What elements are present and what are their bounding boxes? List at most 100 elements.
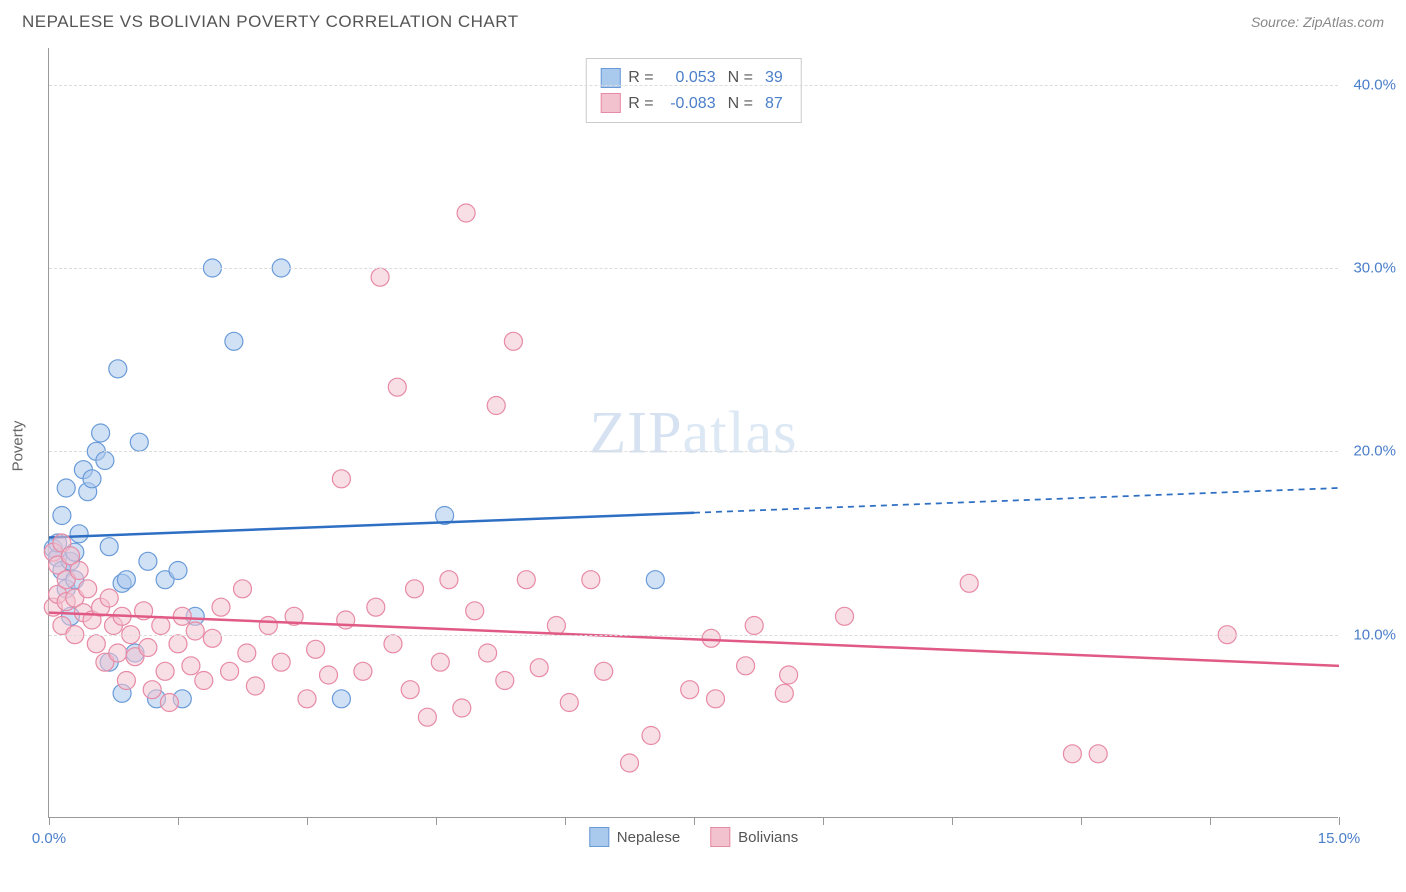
- ytick-label: 30.0%: [1353, 260, 1396, 277]
- r-value-nepalese: 0.053: [666, 65, 716, 91]
- data-point: [418, 708, 436, 726]
- data-point: [100, 589, 118, 607]
- data-point: [702, 629, 720, 647]
- xtick: [565, 817, 566, 825]
- xtick: [49, 817, 50, 825]
- data-point: [1089, 745, 1107, 763]
- data-point: [160, 694, 178, 712]
- data-point: [259, 617, 277, 635]
- data-point: [139, 552, 157, 570]
- xtick: [952, 817, 953, 825]
- data-point: [117, 571, 135, 589]
- data-point: [595, 662, 613, 680]
- data-point: [238, 644, 256, 662]
- legend-row-nepalese: R = 0.053 N = 39: [600, 65, 786, 91]
- data-point: [384, 635, 402, 653]
- data-point: [453, 699, 471, 717]
- data-point: [479, 644, 497, 662]
- xtick: [823, 817, 824, 825]
- data-point: [504, 332, 522, 350]
- data-point: [960, 574, 978, 592]
- trendline-dashed: [694, 488, 1339, 513]
- n-value-nepalese: 39: [765, 65, 783, 91]
- data-point: [517, 571, 535, 589]
- data-point: [582, 571, 600, 589]
- data-point: [560, 694, 578, 712]
- xtick-label: 0.0%: [32, 830, 66, 847]
- legend-label-bolivians: Bolivians: [738, 829, 798, 846]
- data-point: [388, 378, 406, 396]
- data-point: [496, 672, 514, 690]
- data-point: [130, 433, 148, 451]
- data-point: [737, 657, 755, 675]
- gridline: [49, 268, 1338, 269]
- data-point: [332, 690, 350, 708]
- xtick: [307, 817, 308, 825]
- legend-item-nepalese: Nepalese: [589, 827, 680, 847]
- swatch-bolivians-bottom: [710, 827, 730, 847]
- data-point: [234, 580, 252, 598]
- data-point: [367, 598, 385, 616]
- n-value-bolivians: 87: [765, 91, 783, 117]
- data-point: [621, 754, 639, 772]
- data-point: [530, 659, 548, 677]
- data-point: [212, 598, 230, 616]
- data-point: [83, 470, 101, 488]
- xtick: [1081, 817, 1082, 825]
- data-point: [117, 672, 135, 690]
- data-point: [70, 525, 88, 543]
- data-point: [182, 657, 200, 675]
- data-point: [100, 538, 118, 556]
- data-point: [96, 452, 114, 470]
- scatter-svg: [49, 48, 1338, 817]
- data-point: [836, 607, 854, 625]
- data-point: [1063, 745, 1081, 763]
- data-point: [225, 332, 243, 350]
- data-point: [143, 681, 161, 699]
- data-point: [109, 360, 127, 378]
- data-point: [406, 580, 424, 598]
- data-point: [221, 662, 239, 680]
- data-point: [195, 672, 213, 690]
- data-point: [707, 690, 725, 708]
- legend-item-bolivians: Bolivians: [710, 827, 798, 847]
- correlation-legend: R = 0.053 N = 39 R = -0.083 N = 87: [585, 58, 801, 123]
- ytick-label: 10.0%: [1353, 626, 1396, 643]
- data-point: [745, 617, 763, 635]
- data-point: [440, 571, 458, 589]
- chart-plot-area: ZIPatlas R = 0.053 N = 39 R = -0.083 N =…: [48, 48, 1338, 818]
- data-point: [169, 562, 187, 580]
- swatch-nepalese-bottom: [589, 827, 609, 847]
- data-point: [354, 662, 372, 680]
- data-point: [547, 617, 565, 635]
- xtick: [694, 817, 695, 825]
- data-point: [79, 580, 97, 598]
- data-point: [780, 666, 798, 684]
- data-point: [466, 602, 484, 620]
- gridline: [49, 85, 1338, 86]
- data-point: [401, 681, 419, 699]
- data-point: [487, 397, 505, 415]
- xtick: [436, 817, 437, 825]
- data-point: [173, 607, 191, 625]
- data-point: [646, 571, 664, 589]
- data-point: [139, 639, 157, 657]
- data-point: [152, 617, 170, 635]
- data-point: [298, 690, 316, 708]
- data-point: [246, 677, 264, 695]
- data-point: [92, 424, 110, 442]
- data-point: [186, 622, 204, 640]
- data-point: [681, 681, 699, 699]
- xtick-label: 15.0%: [1318, 830, 1361, 847]
- data-point: [320, 666, 338, 684]
- swatch-bolivians: [600, 93, 620, 113]
- data-point: [431, 653, 449, 671]
- ytick-label: 20.0%: [1353, 443, 1396, 460]
- gridline: [49, 451, 1338, 452]
- n-label: N =: [728, 91, 753, 117]
- data-point: [307, 640, 325, 658]
- data-point: [642, 727, 660, 745]
- data-point: [57, 479, 75, 497]
- data-point: [53, 507, 71, 525]
- data-point: [70, 562, 88, 580]
